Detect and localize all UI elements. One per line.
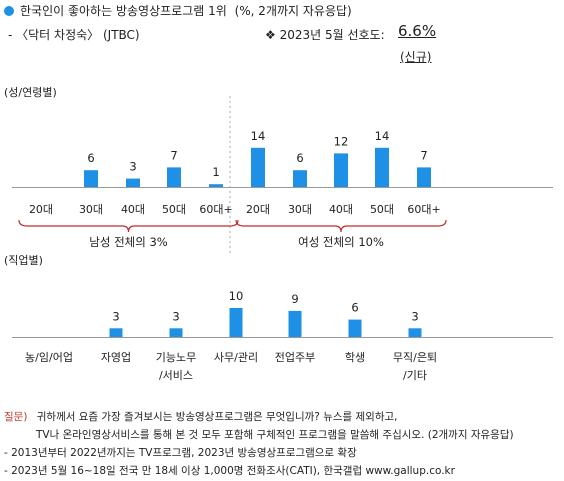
age-tick-label: 30대 <box>79 203 103 216</box>
title-note: (%, 2개까지 자유응답) <box>234 4 352 18</box>
age-tick-label: 20대 <box>246 203 270 216</box>
age-bar <box>334 153 348 187</box>
job-tick-label: /기타 <box>403 369 427 382</box>
age-value-label: 3 <box>129 160 136 174</box>
question-line2: TV나 온라인영상서비스를 통해 본 것 모두 포함해 구체적인 프로그램을 말… <box>36 429 514 441</box>
age-tick-label: 50대 <box>162 203 186 216</box>
job-bar <box>288 310 302 337</box>
bullet-icon <box>4 6 14 16</box>
age-bar <box>375 147 389 187</box>
age-value-label: 1 <box>212 165 219 179</box>
age-value-label: 7 <box>170 148 177 162</box>
job-value-label: 10 <box>229 289 244 303</box>
job-value-label: 9 <box>291 292 298 306</box>
age-value-label: 6 <box>296 151 303 165</box>
age-bar <box>126 178 140 187</box>
job-bar <box>109 328 123 337</box>
job-bar <box>169 328 183 337</box>
job-tick-label: 전업주부 <box>275 351 315 364</box>
preference-label: ❖ 2023년 5월 선호도: <box>265 28 385 42</box>
program-name: - 〈닥터 차정숙〉 (JTBC) <box>8 28 140 42</box>
question-line1: 귀하께서 요즘 가장 즐겨보시는 방송영상프로그램은 무엇입니까? 뉴스를 제외… <box>36 411 398 423</box>
age-tick-label: 60대+ <box>407 203 440 216</box>
subgroup-label: 여성 전체의 10% <box>298 235 384 249</box>
age-value-label: 12 <box>334 134 349 148</box>
group-brace <box>235 219 447 233</box>
job-bar <box>348 319 362 337</box>
question-label: 질문) <box>4 411 28 423</box>
job-tick-label: 사무/관리 <box>214 351 258 364</box>
preference-value: 6.6% <box>398 22 437 40</box>
age-tick-label: 20대 <box>29 203 53 216</box>
age-tick-label: 30대 <box>288 203 312 216</box>
job-bar <box>408 328 422 337</box>
question-row: 질문) 귀하께서 요즘 가장 즐겨보시는 방송영상프로그램은 무엇입니까? 뉴스… <box>4 409 397 424</box>
age-bar <box>251 147 265 187</box>
job-tick-label: 학생 <box>345 351 365 364</box>
age-bar <box>417 167 431 187</box>
job-tick-label: 기능노무 <box>156 351 196 364</box>
age-value-label: 7 <box>420 148 427 162</box>
job-tick-label: 자영업 <box>101 351 131 364</box>
footnote-1: - 2013년부터 2022년까지는 TV프로그램, 2023년 방송영상프로그… <box>4 447 357 459</box>
footnote-2: - 2023년 5월 16~18일 전국 만 18세 이상 1,000명 전화조… <box>4 465 455 477</box>
chart-title: 한국인이 좋아하는 방송영상프로그램 1위 <box>20 4 227 18</box>
age-tick-label: 60대+ <box>199 203 232 216</box>
job-value-label: 3 <box>172 309 179 323</box>
age-tick-label: 50대 <box>370 203 394 216</box>
age-value-label: 14 <box>375 129 390 143</box>
age-bar <box>84 170 98 187</box>
age-value-label: 6 <box>87 151 94 165</box>
job-bar <box>229 308 243 337</box>
age-bar <box>293 170 307 187</box>
age-value-label: 14 <box>251 129 266 143</box>
age-bar <box>167 167 181 187</box>
job-tick-label: 농/임/어업 <box>25 351 73 364</box>
age-tick-label: 40대 <box>121 203 145 216</box>
job-group-label: (직업별) <box>4 254 43 267</box>
job-value-label: 6 <box>351 301 358 315</box>
age-group-label: (성/연령별) <box>4 86 57 99</box>
new-badge: (신규) <box>400 50 432 64</box>
age-bar <box>209 184 223 187</box>
job-value-label: 3 <box>112 309 119 323</box>
job-value-label: 3 <box>411 309 418 323</box>
title-row: 한국인이 좋아하는 방송영상프로그램 1위 (%, 2개까지 자유응답) <box>4 2 352 19</box>
job-tick-label: 무직/은퇴 <box>393 351 437 364</box>
age-tick-label: 40대 <box>329 203 353 216</box>
subgroup-label: 남성 전체의 3% <box>89 235 168 249</box>
job-tick-label: /서비스 <box>159 369 193 382</box>
group-brace <box>18 219 239 233</box>
